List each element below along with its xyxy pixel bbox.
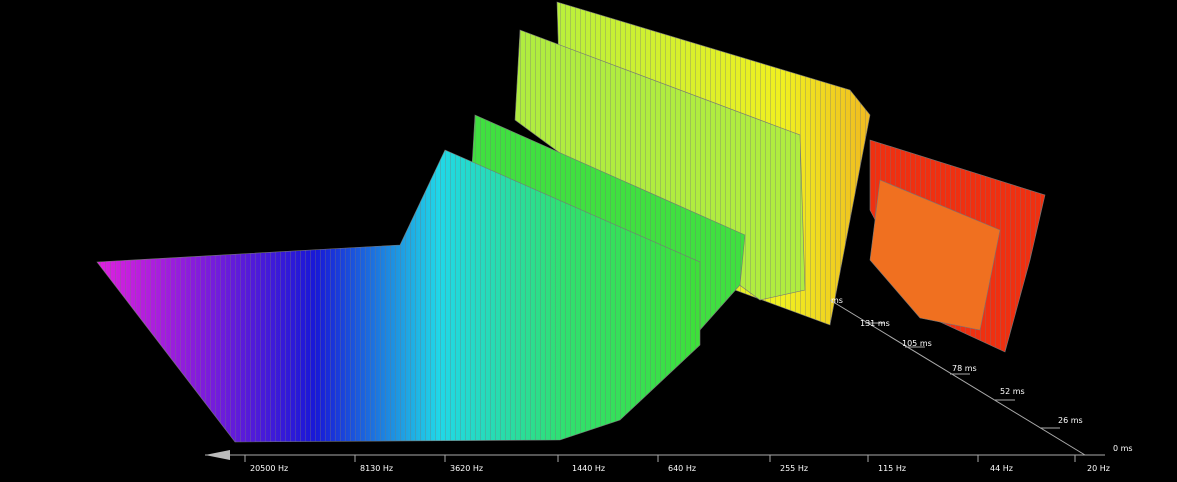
time-label: 0 ms <box>1113 444 1133 453</box>
time-label: 105 ms <box>902 339 932 348</box>
frequency-label: 115 Hz <box>878 464 906 473</box>
frequency-label: 640 Hz <box>668 464 696 473</box>
frequency-label: 8130 Hz <box>360 464 393 473</box>
frequency-label: 44 Hz <box>990 464 1013 473</box>
frequency-label: 1440 Hz <box>572 464 605 473</box>
frequency-label: 20 Hz <box>1087 464 1110 473</box>
frequency-label: 255 Hz <box>780 464 808 473</box>
frequency-label: 3620 Hz <box>450 464 483 473</box>
time-labels: 0 ms 26 ms 52 ms 78 ms 105 ms 131 ms ms <box>831 296 1133 453</box>
time-label: 52 ms <box>1000 387 1025 396</box>
time-label: 78 ms <box>952 364 977 373</box>
surface <box>96 1 1046 443</box>
time-label: 26 ms <box>1058 416 1083 425</box>
frequency-label: 20500 Hz <box>250 464 288 473</box>
time-label: 131 ms <box>860 319 890 328</box>
frequency-labels: 20500 Hz 8130 Hz 3620 Hz 1440 Hz 640 Hz … <box>250 464 1110 473</box>
time-label: ms <box>831 296 843 305</box>
axes <box>205 299 1105 462</box>
